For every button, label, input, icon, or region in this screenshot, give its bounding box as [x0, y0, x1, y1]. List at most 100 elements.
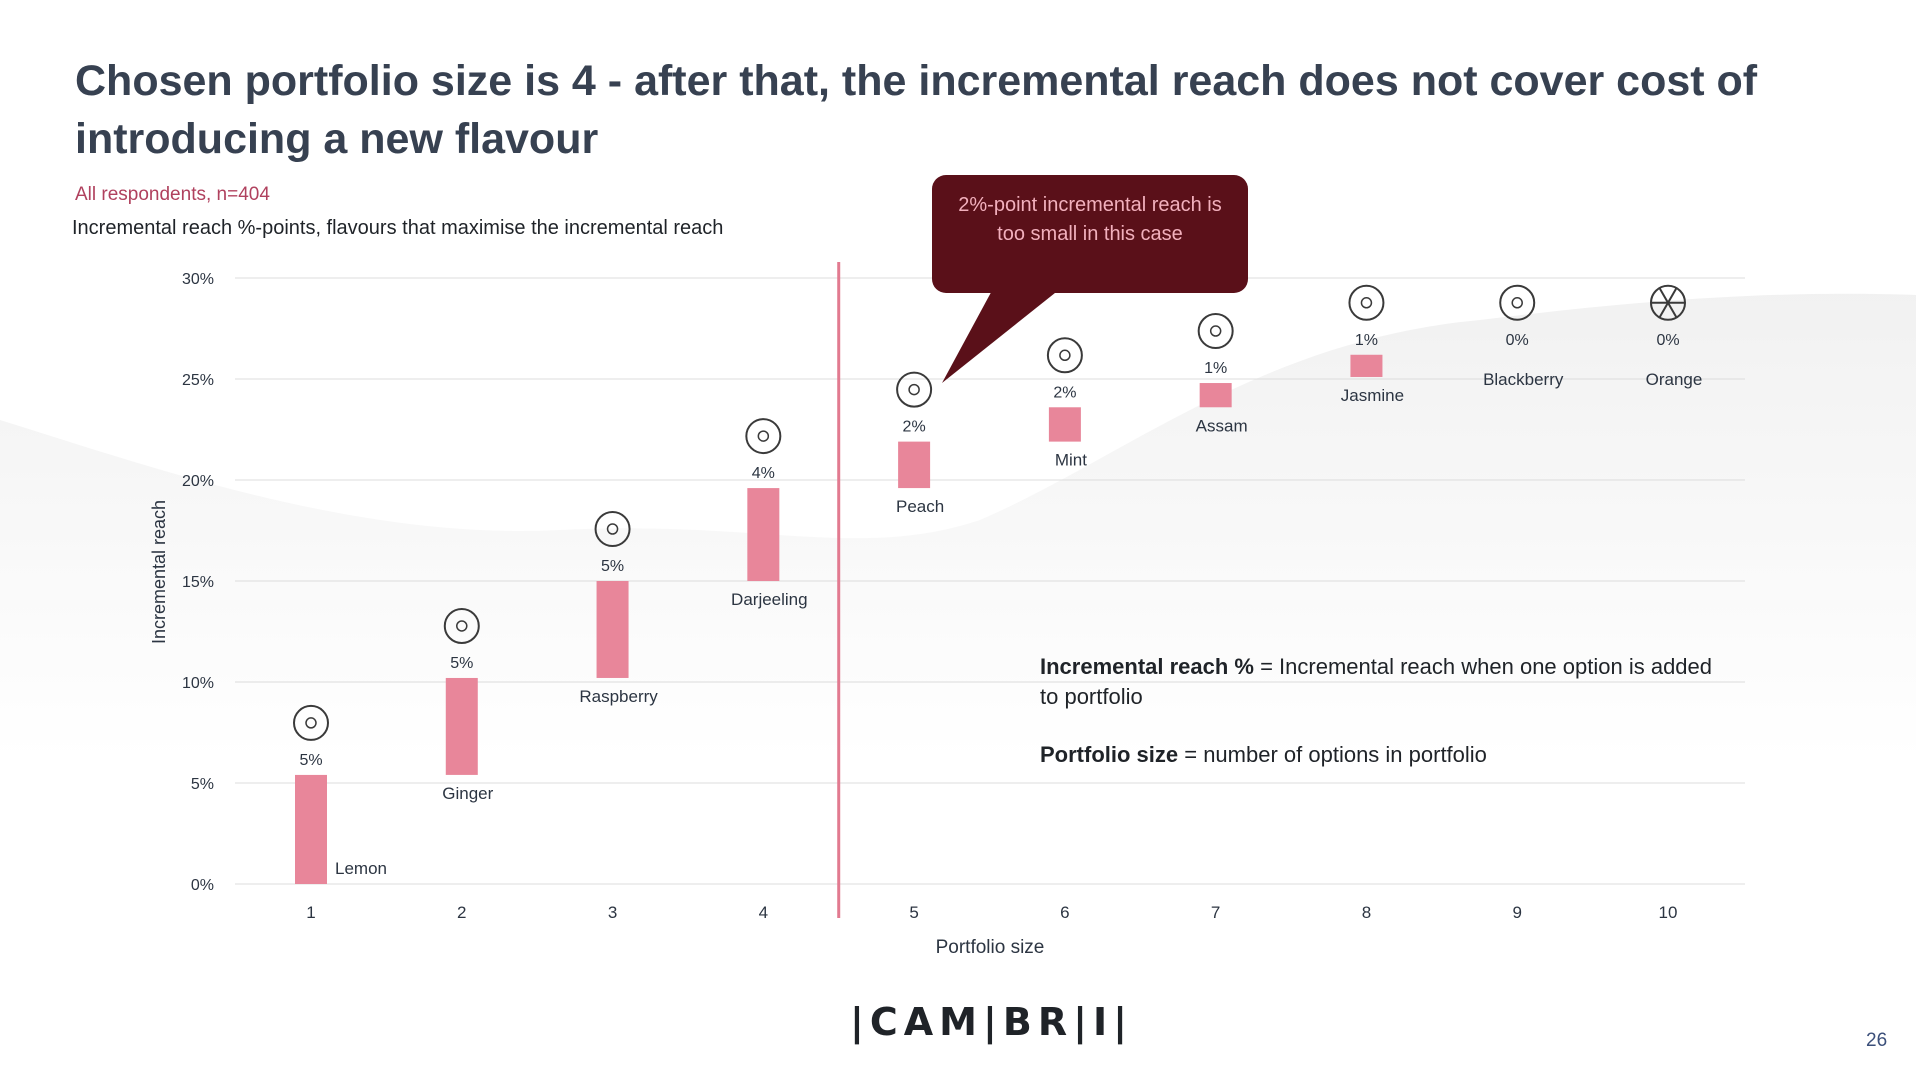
icon-outline [293, 704, 329, 741]
x-tick-label: 1 [306, 903, 315, 922]
flavour-labels: Lemon Ginger Raspberry Darjeeling Peach Mint A… [335, 370, 1702, 878]
bar [295, 774, 327, 884]
bar [747, 488, 780, 581]
icon-detail [757, 430, 770, 442]
definition-term: Incremental reach % [1040, 654, 1254, 679]
icon-detail [456, 620, 468, 632]
x-tick-label: 5 [909, 903, 918, 922]
value-label: 0% [1656, 332, 1679, 349]
orange-slice-icon [1650, 284, 1686, 321]
bar [445, 677, 478, 775]
y-tick-label: 0% [191, 877, 214, 894]
icon-detail [908, 383, 920, 396]
icon-detail [1360, 297, 1373, 309]
icon-detail [1059, 349, 1071, 362]
bars [295, 354, 1383, 884]
value-label: 1% [1204, 360, 1227, 377]
value-label: 5% [450, 655, 473, 672]
flavour-label: Lemon [335, 859, 387, 878]
definitions-box: Incremental reach % = Incremental reach … [1040, 652, 1720, 798]
x-tick-label: 6 [1060, 903, 1069, 922]
icon-detail [1209, 325, 1222, 337]
bar [1199, 383, 1232, 408]
value-label: 5% [299, 752, 322, 769]
tea-plant-icon [745, 418, 782, 455]
flavour-label: Assam [1196, 416, 1248, 435]
cambri-logo: |CAM|BR|I| [850, 1000, 1133, 1044]
icon-detail [305, 717, 317, 729]
definition-portfolio-size: Portfolio size = number of options in po… [1040, 740, 1720, 770]
lemon-icon [293, 704, 329, 741]
sprout-icon [1197, 313, 1234, 350]
x-tick-label: 8 [1362, 903, 1371, 922]
icon-outline [1046, 337, 1083, 374]
y-tick-label: 20% [182, 473, 214, 490]
flavour-label: Mint [1055, 451, 1087, 470]
y-tick-label: 25% [182, 372, 214, 389]
flavour-label: Raspberry [579, 687, 658, 706]
icon-outline [1499, 284, 1536, 321]
bar [1048, 407, 1081, 442]
x-tick-label: 10 [1659, 903, 1678, 922]
page-title: Chosen portfolio size is 4 - after that,… [75, 57, 1758, 163]
icon-segment [1658, 302, 1669, 318]
ginger-icon [443, 607, 480, 644]
y-axis-label: Incremental reach [149, 500, 169, 644]
callout-text: 2%-point incremental reach is too small … [958, 194, 1222, 245]
icon-segment [1658, 287, 1669, 304]
value-labels: 5% 5% 5% 4% 2% 2% 1% 1% 0% 0% [299, 332, 1679, 769]
flavour-label: Blackberry [1483, 370, 1564, 389]
flavour-label: Darjeeling [731, 590, 808, 609]
blackberry-icon [1499, 284, 1536, 321]
value-label: 0% [1506, 332, 1529, 349]
flavour-icons [293, 284, 1686, 741]
x-tick-label: 4 [759, 903, 768, 922]
x-axis-tick-labels: 1 2 3 4 5 6 7 8 9 10 [306, 903, 1677, 922]
x-tick-label: 7 [1211, 903, 1220, 922]
y-tick-label: 10% [182, 675, 214, 692]
icon-outline [1197, 313, 1234, 350]
callout-box: 2%-point incremental reach is too small … [932, 175, 1248, 293]
x-axis-label: Portfolio size [936, 937, 1045, 958]
y-tick-label: 30% [182, 271, 214, 288]
bar [1350, 354, 1383, 377]
definition-text: = number of options in portfolio [1178, 742, 1487, 767]
definition-text: = Incremental reach when one option is a… [1040, 654, 1713, 709]
bar [596, 581, 629, 678]
measure-subtitle: Incremental reach %-points, flavours tha… [72, 217, 724, 239]
icon-outline [594, 511, 631, 547]
value-label: 2% [1053, 384, 1076, 401]
mint-leaf-icon [1046, 337, 1083, 374]
definition-incremental-reach: Incremental reach % = Incremental reach … [1040, 652, 1720, 712]
icon-outline [1348, 284, 1385, 321]
value-label: 1% [1355, 332, 1378, 349]
grid-lines [235, 277, 1745, 885]
y-tick-label: 5% [191, 776, 214, 793]
value-label: 5% [601, 558, 624, 575]
icon-detail [1511, 297, 1523, 309]
flavour-label: Jasmine [1341, 386, 1404, 405]
icon-outline [896, 371, 933, 408]
flavour-label: Orange [1646, 370, 1703, 389]
definition-term: Portfolio size [1040, 742, 1179, 767]
icon-segment [1667, 302, 1678, 318]
y-tick-label: 15% [182, 574, 214, 591]
value-label: 2% [903, 419, 926, 436]
jasmine-flower-icon [1348, 284, 1385, 321]
flavour-label: Peach [896, 497, 944, 516]
x-tick-label: 3 [608, 903, 617, 922]
value-label: 4% [752, 465, 775, 482]
peach-icon [896, 371, 933, 408]
x-tick-label: 9 [1512, 903, 1521, 922]
x-tick-label: 2 [457, 903, 466, 922]
bar [898, 441, 931, 489]
respondents-subtitle: All respondents, n=404 [75, 184, 270, 205]
icon-outline [745, 418, 782, 455]
waterfall-chart: 0%5%10%15%20%25%30% 5%5%5%4%2%2%1%1% 0% 0%… [149, 262, 1745, 958]
y-axis-tick-labels: 0% 5% 10% 15% 20% 25% 30% [182, 271, 214, 894]
page-number: 26 [1866, 1030, 1888, 1051]
icon-segment [1667, 287, 1678, 304]
icon-detail [606, 523, 619, 535]
